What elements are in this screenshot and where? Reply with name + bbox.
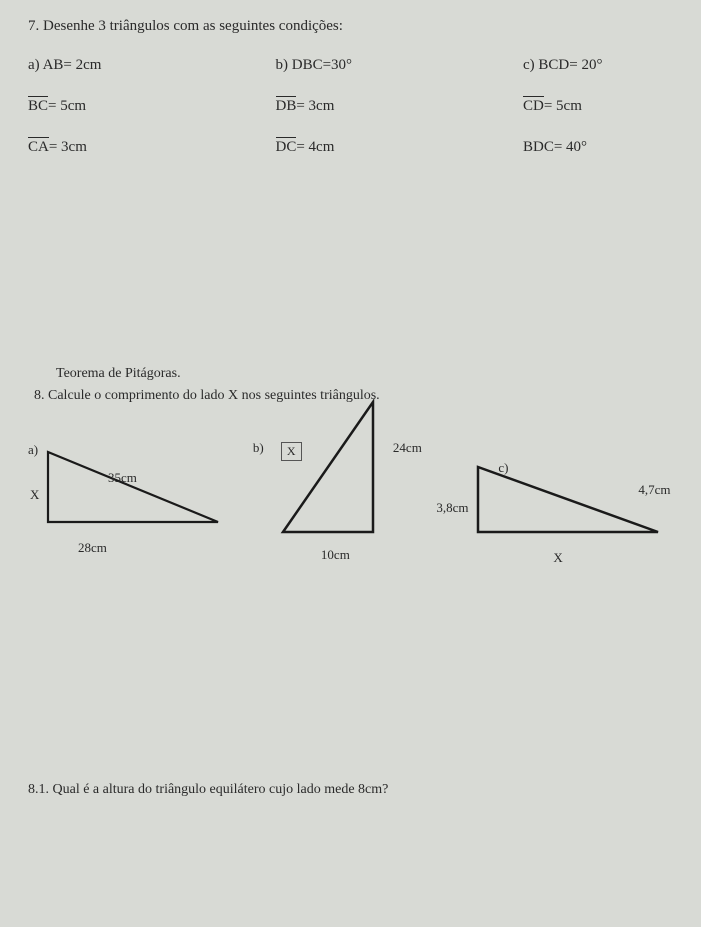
tri-b-svg (253, 392, 393, 542)
tri-c-poly (478, 467, 658, 532)
tri-b-x-box: X (281, 442, 302, 461)
tri-a-poly (48, 452, 218, 522)
q7b-head: b) DBC=30° (276, 57, 426, 74)
tri-a-svg (28, 442, 228, 532)
triangle-row: a) 35cm X 28cm b) X 24cm 10cm c) 3,8cm 4… (28, 422, 673, 542)
tri-c-label: c) (498, 460, 508, 476)
q7-col-b: b) DBC=30° DB= 3cm DC= 4cm (276, 57, 426, 156)
tri-a-vert: X (30, 487, 39, 503)
tri-c-vert: 3,8cm (436, 500, 468, 516)
q7b-l1: DB= 3cm (276, 98, 426, 115)
tri-c-base: X (553, 550, 562, 566)
q7b-l2: DC= 4cm (276, 139, 426, 156)
q8-pre: Teorema de Pitágoras. (28, 366, 673, 382)
q7a-head: a) AB= 2cm (28, 57, 178, 74)
triangle-b: b) X 24cm 10cm (253, 392, 438, 542)
triangle-a: a) 35cm X 28cm (28, 442, 233, 532)
triangle-c: c) 3,8cm 4,7cm X (458, 452, 673, 542)
q7a-l2-rest: = 3cm (49, 139, 87, 155)
q7b-l1-rest: = 3cm (296, 98, 334, 114)
tri-b-base: 10cm (321, 547, 350, 563)
q7c-l1-rest: = 5cm (544, 98, 582, 114)
seg-bc: BC (28, 98, 48, 115)
seg-dc: DC (276, 139, 297, 156)
q7-title: 7. Desenhe 3 triângulos com as seguintes… (28, 18, 673, 35)
tri-c-svg (458, 452, 668, 542)
tri-a-hyp: 35cm (108, 470, 137, 486)
tri-a-label: a) (28, 442, 38, 458)
tri-c-hyp: 4,7cm (638, 482, 670, 498)
seg-cd: CD (523, 98, 544, 115)
q8-1: 8.1. Qual é a altura do triângulo equilá… (28, 782, 673, 798)
q7c-l2: BDC= 40° (523, 139, 673, 156)
tri-b-hyp: 24cm (393, 440, 422, 456)
tri-b-poly (283, 402, 373, 532)
q7a-l1-rest: = 5cm (48, 98, 86, 114)
tri-a-base: 28cm (78, 540, 107, 556)
seg-ca: CA (28, 139, 49, 156)
q7a-l1: BC= 5cm (28, 98, 178, 115)
q7a-l2: CA= 3cm (28, 139, 178, 156)
q7-col-a: a) AB= 2cm BC= 5cm CA= 3cm (28, 57, 178, 156)
q7c-head: c) BCD= 20° (523, 57, 673, 74)
q7-columns: a) AB= 2cm BC= 5cm CA= 3cm b) DBC=30° DB… (28, 57, 673, 156)
tri-b-label: b) (253, 440, 264, 456)
workspace-gap (28, 166, 673, 366)
q7c-l1: CD= 5cm (523, 98, 673, 115)
seg-db: DB (276, 98, 297, 115)
q7-col-c: c) BCD= 20° CD= 5cm BDC= 40° (523, 57, 673, 156)
q7b-l2-rest: = 4cm (296, 139, 334, 155)
